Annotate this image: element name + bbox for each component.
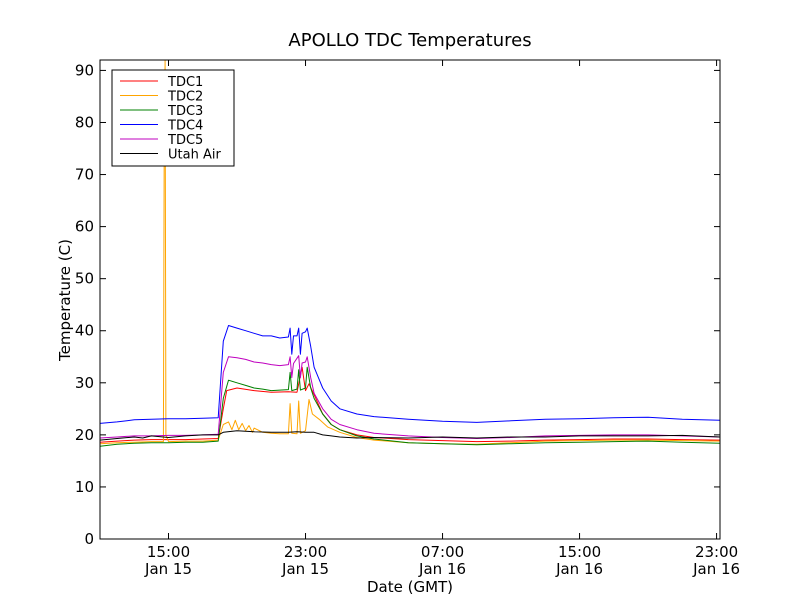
x-tick-time-label: 07:00	[421, 543, 464, 561]
y-tick-label: 80	[75, 113, 94, 131]
x-tick-time-label: 15:00	[147, 543, 190, 561]
x-tick-date-label: Jan 16	[418, 560, 466, 578]
y-tick-label: 10	[75, 478, 94, 496]
y-tick-label: 60	[75, 218, 94, 236]
y-tick-label: 40	[75, 322, 94, 340]
x-tick-time-label: 23:00	[284, 543, 327, 561]
x-tick-date-label: Jan 15	[144, 560, 192, 578]
series-layer	[100, 60, 720, 447]
legend-entry: TDC1	[167, 75, 203, 90]
y-tick-label: 90	[75, 61, 94, 79]
legend-entry: TDC2	[167, 90, 203, 105]
x-tick-date-label: Jan 15	[281, 560, 329, 578]
series-line-utah-air	[100, 430, 720, 441]
y-tick-label: 50	[75, 270, 94, 288]
legend-box	[111, 69, 235, 167]
y-tick-label: 0	[84, 530, 94, 548]
y-tick-label: 20	[75, 426, 94, 444]
x-axis-label: Date (GMT)	[367, 578, 453, 596]
x-tick-time-label: 15:00	[558, 543, 601, 561]
plot-frame	[99, 59, 721, 540]
y-axis-label: Temperature (C)	[56, 239, 74, 362]
x-tick-date-label: Jan 16	[692, 560, 740, 578]
series-line-tdc1	[100, 366, 720, 443]
series-line-tdc4	[100, 325, 720, 424]
legend-entry: TDC4	[167, 119, 203, 134]
legend-entry: TDC5	[167, 133, 203, 148]
x-tick-date-label: Jan 16	[555, 560, 603, 578]
x-tick-time-label: 23:00	[695, 543, 738, 561]
series-line-tdc3	[100, 366, 720, 447]
y-tick-label: 30	[75, 374, 94, 392]
legend-entry: Utah Air	[168, 148, 221, 163]
y-tick-label: 70	[75, 166, 94, 184]
chart-title: APOLLO TDC Temperatures	[288, 30, 531, 51]
legend-entry: TDC3	[167, 104, 203, 119]
